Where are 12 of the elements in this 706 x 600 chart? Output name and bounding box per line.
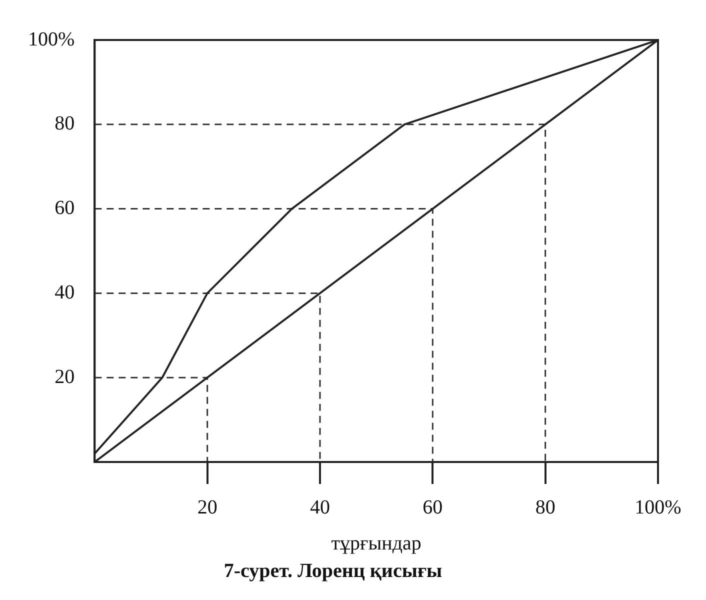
x-tick-label: 80 xyxy=(535,496,556,518)
x-tick-label: 40 xyxy=(310,496,330,518)
x-axis-title: тұрғындар xyxy=(331,532,422,554)
y-tick-label: 20 xyxy=(54,366,75,388)
x-tick-label: 20 xyxy=(197,496,218,518)
y-tick-label: 80 xyxy=(54,112,75,135)
y-tick-label: 100% xyxy=(28,28,75,50)
x-tick-label: 100% xyxy=(634,496,682,518)
x-tick-label: 60 xyxy=(422,496,443,518)
text: 7-сурет. Лоренц қисығы xyxy=(224,560,443,582)
y-tick-label: 60 xyxy=(54,197,75,220)
y-tick-label: 40 xyxy=(54,281,75,304)
